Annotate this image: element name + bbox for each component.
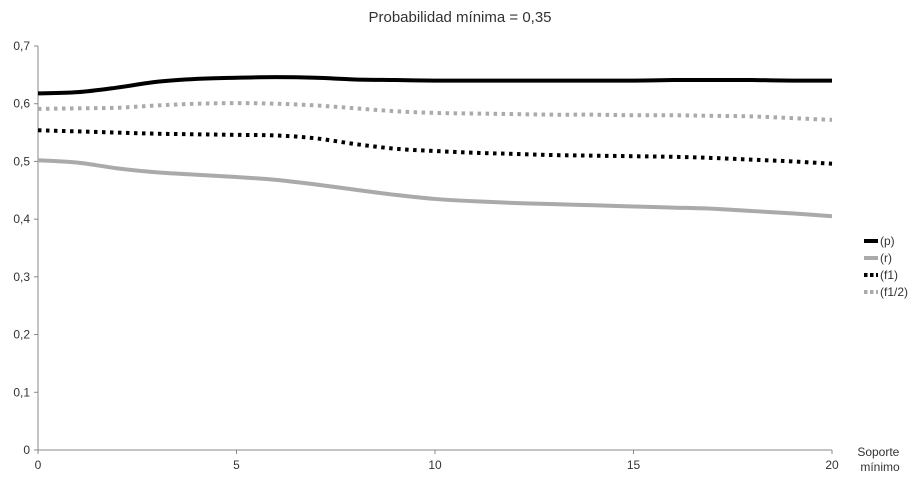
legend: (p) (r) (f1) (f1/2) [864, 234, 908, 299]
y-tick-label: 0,4 [13, 212, 30, 226]
y-tick-label: 0,3 [13, 270, 30, 284]
series-line [37, 75, 833, 96]
x-tick-label: 5 [233, 458, 240, 472]
legend-label: (p) [880, 234, 895, 248]
x-tick-label: 10 [428, 458, 442, 472]
y-tick-label: 0,6 [13, 97, 30, 111]
x-tick-label: 20 [825, 458, 839, 472]
x-tick-label: 0 [35, 458, 42, 472]
y-tick-label: 0,2 [13, 328, 30, 342]
x-axis-label-line-2: mínimo [860, 460, 900, 474]
series-lines [37, 75, 833, 219]
x-tick-label: 15 [627, 458, 641, 472]
series-line [37, 128, 833, 166]
legend-label: (f1/2) [880, 285, 908, 299]
x-axis-label: Soporte mínimo [857, 445, 902, 474]
series-line [37, 101, 833, 122]
y-tick-label: 0 [23, 443, 30, 457]
legend-label: (r) [880, 251, 892, 265]
x-axis-label-line-1: Soporte [857, 445, 899, 459]
axes: 0 0,1 0,2 0,3 0,4 0,5 0,6 0,7 0 5 10 15 20 [13, 39, 839, 472]
y-tick-label: 0,7 [13, 39, 30, 53]
series-line [37, 158, 833, 219]
y-tick-label: 0,1 [13, 385, 30, 399]
chart-title: Probabilidad mínima = 0,35 [368, 9, 551, 26]
y-tick-label: 0,5 [13, 154, 30, 168]
legend-label: (f1) [880, 268, 898, 282]
